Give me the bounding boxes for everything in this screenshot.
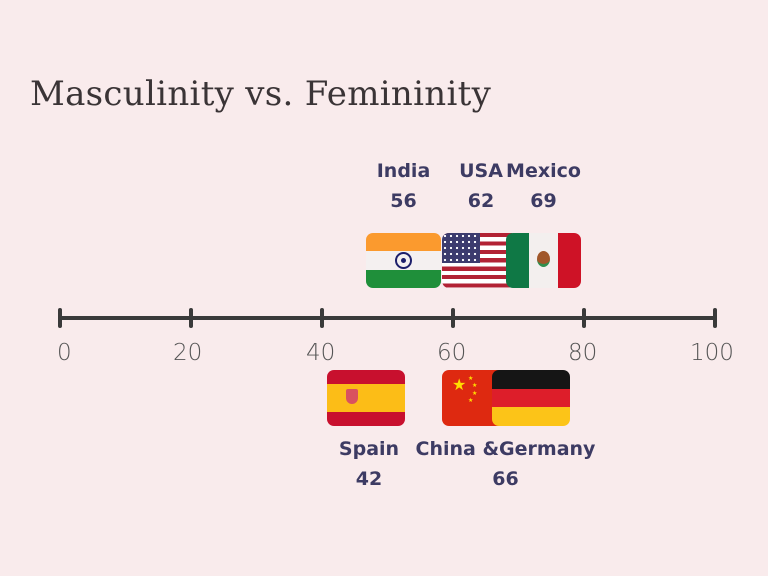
label-mexico: Mexico 69 — [506, 160, 581, 212]
tick-0 — [58, 308, 62, 328]
mexico-flag-icon — [506, 233, 581, 288]
india-flag-icon — [366, 233, 441, 288]
tick-label-0: 0 — [57, 340, 72, 366]
spain-flag-icon — [327, 370, 405, 426]
label-usa: USA 62 — [455, 160, 507, 212]
label-india-value: 56 — [390, 190, 417, 212]
tick-40 — [320, 308, 324, 328]
label-india: India 56 — [366, 160, 441, 212]
tick-label-20: 20 — [173, 340, 203, 366]
label-spain-value: 42 — [355, 468, 383, 490]
tick-label-40: 40 — [306, 340, 336, 366]
label-china-germany-value: 66 — [492, 468, 519, 490]
tick-100 — [713, 308, 717, 328]
tick-label-60: 60 — [437, 340, 467, 366]
label-india-name: India — [376, 160, 431, 182]
label-usa-value: 62 — [467, 190, 495, 212]
label-china-germany: China &Germany 66 — [408, 438, 603, 490]
tick-80 — [582, 308, 586, 328]
x-axis-line — [60, 316, 715, 320]
tick-60 — [451, 308, 455, 328]
tick-label-80: 80 — [568, 340, 598, 366]
label-spain-name: Spain — [338, 438, 400, 460]
usa-flag-icon — [442, 233, 512, 288]
label-mexico-value: 69 — [530, 190, 557, 212]
tick-20 — [189, 308, 193, 328]
label-mexico-name: Mexico — [506, 160, 581, 182]
label-usa-name: USA — [459, 160, 503, 182]
label-spain: Spain 42 — [330, 438, 408, 490]
tick-label-100: 100 — [690, 340, 734, 366]
chart-title: Masculinity vs. Femininity — [30, 74, 492, 114]
germany-flag-icon — [492, 370, 570, 426]
label-china-germany-name: China &Germany — [415, 438, 596, 460]
